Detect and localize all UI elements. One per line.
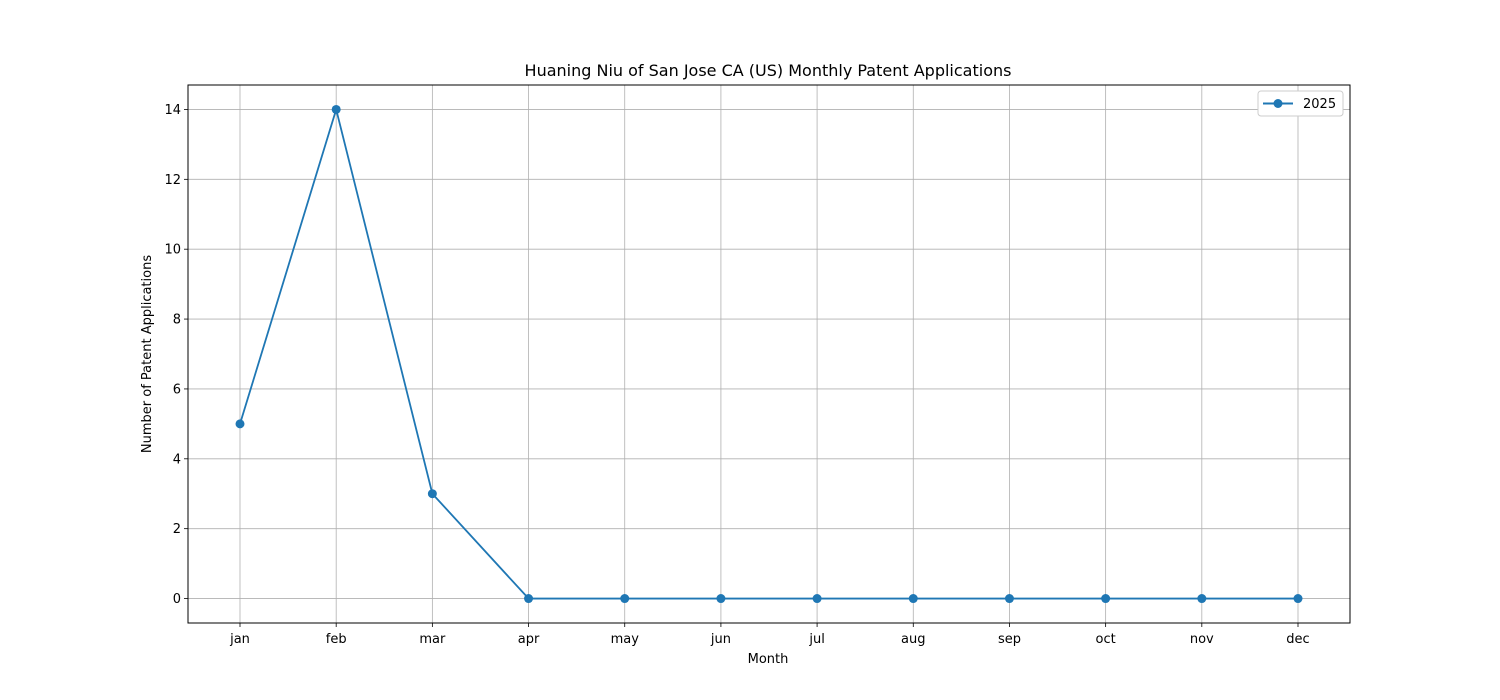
data-point-feb [332, 105, 341, 114]
legend: 2025 [1258, 91, 1343, 116]
data-point-jun [716, 594, 725, 603]
data-point-jul [813, 594, 822, 603]
x-axis-label: Month [748, 652, 789, 667]
data-point-jan [236, 419, 245, 428]
y-tick-label: 14 [164, 103, 181, 118]
x-tick-label: aug [901, 632, 925, 647]
y-tick-label: 12 [164, 173, 181, 188]
data-point-oct [1101, 594, 1110, 603]
data-point-aug [909, 594, 918, 603]
y-tick-label: 8 [173, 313, 181, 328]
data-point-mar [428, 489, 437, 498]
x-tick-label: feb [326, 632, 347, 647]
data-point-sep [1005, 594, 1014, 603]
x-tick-label: oct [1096, 632, 1116, 647]
x-tick-label: may [611, 632, 640, 647]
y-tick-label: 10 [164, 243, 181, 258]
data-point-may [620, 594, 629, 603]
y-axis-label: Number of Patent Applications [140, 255, 155, 453]
x-tick-label: jun [710, 632, 731, 647]
y-tick-label: 6 [173, 382, 181, 397]
data-point-dec [1294, 594, 1303, 603]
x-tick-label: apr [518, 632, 540, 647]
y-tick-label: 4 [173, 452, 181, 467]
data-point-apr [524, 594, 533, 603]
chart-title: Huaning Niu of San Jose CA (US) Monthly … [525, 61, 1012, 80]
x-tick-label: sep [998, 632, 1021, 647]
x-tick-label: jan [229, 632, 250, 647]
legend-marker-2025 [1274, 99, 1283, 108]
y-tick-label: 2 [173, 522, 181, 537]
y-tick-label: 0 [173, 592, 181, 607]
x-tick-label: nov [1190, 632, 1214, 647]
data-point-nov [1197, 594, 1206, 603]
x-tick-label: mar [419, 632, 446, 647]
x-tick-label: dec [1286, 632, 1309, 647]
legend-label-2025: 2025 [1303, 97, 1336, 112]
x-tick-label: jul [808, 632, 824, 647]
